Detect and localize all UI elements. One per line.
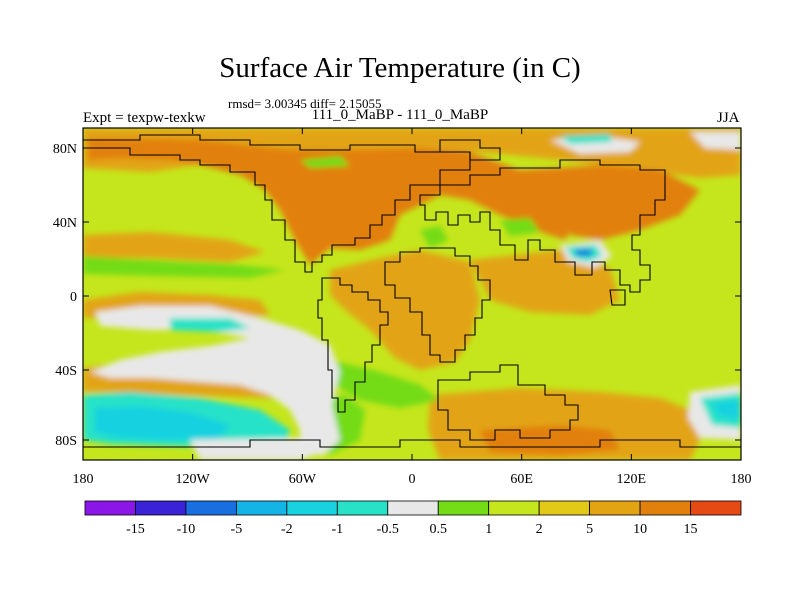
field-africa-orange <box>330 250 480 370</box>
lat-tick-label: 0 <box>70 290 77 305</box>
coastline-north-america <box>83 134 471 273</box>
colorbar-swatch <box>690 500 742 516</box>
colorbar-label: -10 <box>177 522 196 537</box>
field-arctic-cyan <box>560 134 612 144</box>
colorbar-swatch <box>286 500 338 516</box>
field-pacific-white <box>90 306 340 456</box>
lat-tick-label: 80S <box>55 434 77 449</box>
coastline-greenland <box>439 139 501 161</box>
experiment-label: Expt = texpw-texkw <box>83 110 206 126</box>
colorbar-swatch <box>589 500 641 516</box>
colorbar-label: -5 <box>231 522 243 537</box>
lon-tick-label: 180 <box>731 472 752 487</box>
colorbar: -15 -10 -5 -2 -1 -0.5 0.5 1 2 5 10 15 <box>84 500 742 537</box>
colorbar-swatch <box>185 500 237 516</box>
colorbar-swatch <box>336 500 389 516</box>
field-green-spot-2 <box>300 156 350 168</box>
colorbar-label: -0.5 <box>377 522 399 537</box>
field-green-spot-1 <box>420 226 448 248</box>
colorbar-label: -1 <box>331 522 343 537</box>
lon-tick-label: 0 <box>409 472 416 487</box>
lon-tick-label: 60W <box>289 472 317 487</box>
colorbar-label: -2 <box>281 522 293 537</box>
rmsd-diff-label: rmsd= 3.00345 diff= 2.15055 <box>228 96 382 111</box>
field-green-band-south <box>330 360 440 408</box>
colorbar-label: 5 <box>586 522 593 537</box>
field-south-white <box>190 438 330 460</box>
lat-tick-label: 80N <box>53 142 77 157</box>
coastline-australia <box>437 364 579 441</box>
field-asia-darkorange <box>520 165 700 240</box>
coastline-south-america <box>317 277 389 413</box>
field-eq-orange <box>470 250 620 315</box>
colorbar-label: 15 <box>684 522 698 537</box>
coastline-eurasia <box>419 159 666 293</box>
field-midlat-orange <box>83 232 265 262</box>
lon-tick-label: 120W <box>176 472 211 487</box>
colorbar-swatch <box>639 500 691 516</box>
lon-tick-label: 180 <box>73 472 94 487</box>
lon-tick-label: 120E <box>617 472 647 487</box>
plot-title: Surface Air Temperature (in C) <box>219 52 581 84</box>
latitude-axis: 80N 40N 0 40S 80S <box>53 142 741 449</box>
field-arctic-white-2 <box>690 132 741 150</box>
colorbar-swatch <box>84 500 136 516</box>
colorbar-label: -15 <box>126 522 145 537</box>
field-green-spot-3 <box>500 218 540 236</box>
field-green-band-north <box>83 256 285 278</box>
colorbar-label: 1 <box>485 522 492 537</box>
field-se-blue <box>712 400 741 420</box>
season-label: JJA <box>717 110 740 126</box>
colorbar-label: 0.5 <box>429 522 447 537</box>
coastline-africa <box>384 247 491 363</box>
colorbar-swatch <box>437 500 490 516</box>
comparison-label: 111_0_MaBP - 111_0_MaBP <box>311 107 489 123</box>
colorbar-swatch <box>538 500 591 516</box>
colorbar-swatch <box>235 500 288 516</box>
field-pacific-blue <box>95 406 230 440</box>
coastline-asia-east <box>609 289 626 306</box>
colorbar-label: 10 <box>633 522 647 537</box>
longitude-axis: 180 120W 60W 0 60E 120E 180 <box>73 128 752 487</box>
field-tibet-blue <box>574 249 593 256</box>
colorbar-swatch <box>387 500 439 516</box>
field-pacific-cyan <box>170 318 250 332</box>
coastlines <box>83 134 741 448</box>
colorbar-swatch <box>135 500 187 516</box>
lat-tick-label: 40N <box>53 216 77 231</box>
colorbar-label: 2 <box>536 522 543 537</box>
colorbar-swatch <box>488 500 540 516</box>
lat-tick-label: 40S <box>55 364 77 379</box>
temperature-field <box>83 128 741 460</box>
lon-tick-label: 60E <box>510 472 533 487</box>
coastline-antarctica <box>83 439 741 448</box>
